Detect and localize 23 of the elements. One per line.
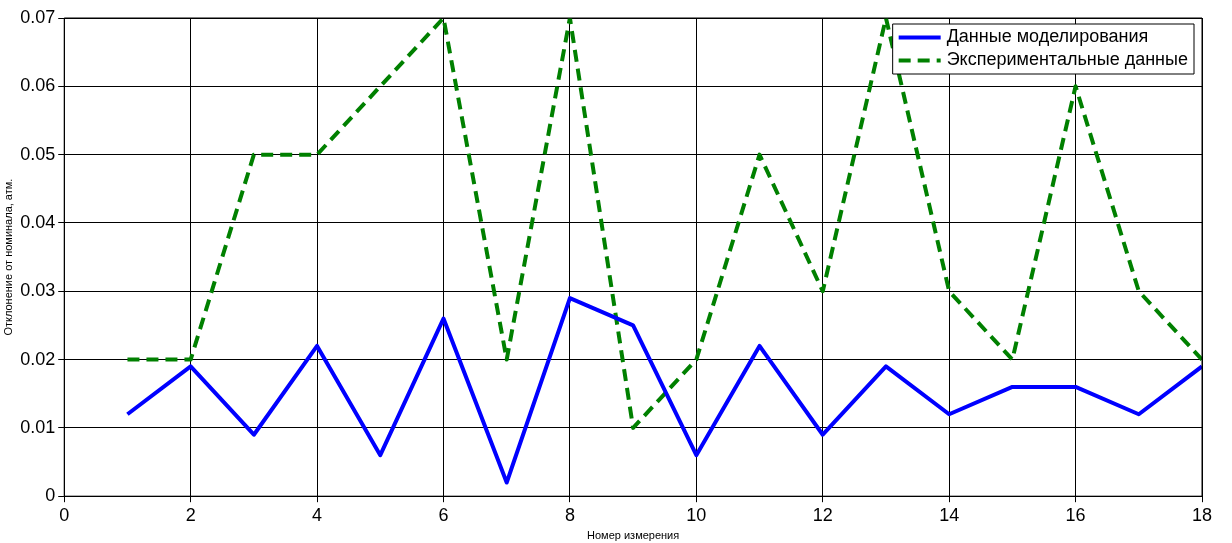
- x-axis-title: Номер измерения: [587, 529, 680, 542]
- legend-label: Данные моделирования: [946, 26, 1149, 47]
- y-tick-label: 0.06: [20, 75, 56, 96]
- y-axis-title: Отклонение от номинала, атм.: [1, 178, 14, 336]
- y-tick-label: 0.04: [20, 211, 56, 232]
- x-tick-label: 14: [939, 504, 960, 525]
- line-series: [125, 18, 1202, 430]
- y-tick-label: 0.01: [20, 416, 56, 437]
- x-tick-label: 12: [812, 504, 833, 525]
- x-tick-label: 18: [1191, 504, 1213, 525]
- y-tick-label: 0: [45, 485, 56, 506]
- y-tick-label: 0.03: [20, 280, 56, 301]
- x-tick-label: 10: [686, 504, 707, 525]
- x-tick-label: 6: [438, 504, 449, 525]
- x-tick-label: 4: [312, 504, 323, 525]
- x-tick-label: 16: [1065, 504, 1086, 525]
- x-tick-label: 0: [59, 504, 70, 525]
- x-tick-label: 2: [185, 504, 196, 525]
- y-tick-label: 0.07: [20, 6, 56, 27]
- legend-label: Экспериментальные данные: [946, 49, 1189, 70]
- x-tick-label: 8: [564, 504, 575, 525]
- y-tick-label: 0.02: [20, 348, 56, 369]
- y-tick-label: 0.05: [20, 143, 56, 164]
